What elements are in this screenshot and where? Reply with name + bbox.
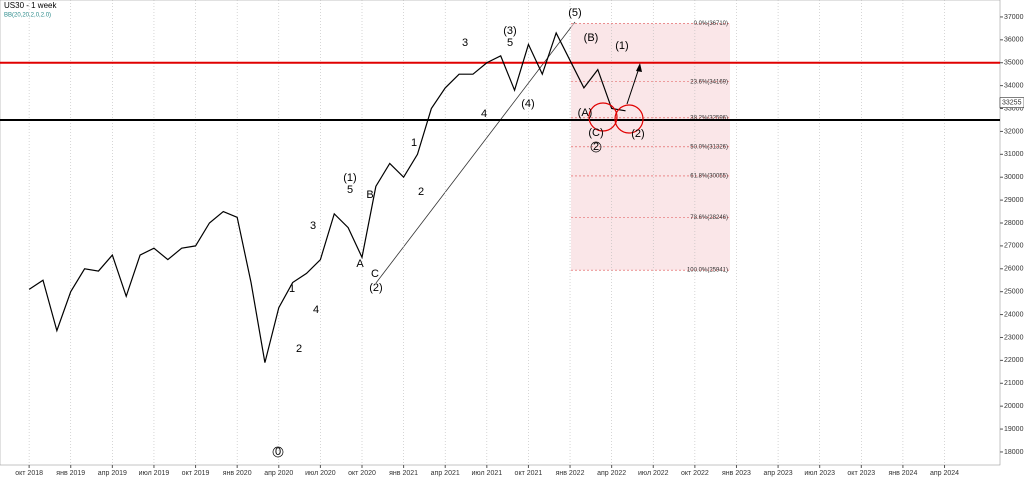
wave-label: 3 xyxy=(462,37,468,49)
x-tick-label: апр 2021 xyxy=(431,470,460,477)
y-tick-label: 22000 xyxy=(1004,357,1024,364)
wave-label: (C) xyxy=(588,127,603,139)
wave-label: (A) xyxy=(578,107,593,119)
y-tick-label: 36000 xyxy=(1004,37,1024,44)
fib-label: 23.6%(34169) xyxy=(690,79,728,85)
x-tick-label: янв 2020 xyxy=(223,470,252,477)
x-tick-label: апр 2020 xyxy=(264,470,293,477)
arrow-head xyxy=(636,63,642,72)
wave-label: B xyxy=(366,189,373,201)
chart-title: US30 - 1 week xyxy=(4,1,57,10)
x-tick-label: июл 2022 xyxy=(638,470,669,477)
x-tick-label: окт 2021 xyxy=(515,470,543,477)
price-tag xyxy=(999,97,1024,108)
x-tick-label: апр 2023 xyxy=(764,470,793,477)
y-tick-label: 20000 xyxy=(1004,403,1024,410)
annotation-ring xyxy=(590,141,602,153)
price-line xyxy=(28,31,626,363)
fib-label: 100.0%(25941) xyxy=(687,268,728,274)
arrow xyxy=(626,67,640,105)
highlight-circle xyxy=(588,102,618,132)
y-tick-label: 35000 xyxy=(1004,60,1024,67)
y-tick-label: 29000 xyxy=(1004,197,1024,204)
x-tick-label: апр 2022 xyxy=(597,470,626,477)
wave-label: 0 xyxy=(275,446,281,458)
plot-area xyxy=(0,0,1001,466)
y-tick-label: 28000 xyxy=(1004,220,1024,227)
wave-label: (1) xyxy=(615,40,628,52)
wave-label: 2 xyxy=(418,186,424,198)
fib-label: 50.0%(31326) xyxy=(690,144,728,150)
wave-label: (B) xyxy=(584,32,599,44)
x-tick-label: июл 2023 xyxy=(804,470,835,477)
y-tick-label: 34000 xyxy=(1004,82,1024,89)
y-tick-label: 23000 xyxy=(1004,334,1024,341)
fib-label: 38.2%(32596) xyxy=(690,115,728,121)
x-tick-label: янв 2023 xyxy=(722,470,751,477)
x-tick-label: окт 2018 xyxy=(15,470,43,477)
wave-label: (2) xyxy=(631,128,644,140)
x-tick-label: апр 2019 xyxy=(98,470,127,477)
wave-label: 2 xyxy=(593,141,599,153)
wave-label: (1) xyxy=(343,172,356,184)
x-tick-label: янв 2022 xyxy=(556,470,585,477)
wave-label: (4) xyxy=(521,98,534,110)
wave-label: A xyxy=(356,258,364,270)
wave-label: 2 xyxy=(296,343,302,355)
y-tick-label: 32000 xyxy=(1004,128,1024,135)
price-tag-label: 33255 xyxy=(1002,100,1022,107)
y-tick-label: 25000 xyxy=(1004,289,1024,296)
y-tick-label: 27000 xyxy=(1004,243,1024,250)
y-tick-label: 18000 xyxy=(1004,449,1024,456)
wave-label: 1 xyxy=(411,137,417,149)
wave-label: 5 xyxy=(507,37,513,49)
wave-label: C xyxy=(371,268,379,280)
x-tick-label: янв 2019 xyxy=(56,470,85,477)
wave-label: 5 xyxy=(347,184,353,196)
indicator-label: BB(20,20,2,0,2.0) xyxy=(4,13,51,19)
x-tick-label: янв 2024 xyxy=(888,470,917,477)
y-tick-label: 26000 xyxy=(1004,266,1024,273)
x-tick-label: янв 2021 xyxy=(389,470,418,477)
x-tick-label: окт 2022 xyxy=(681,470,709,477)
y-tick-label: 37000 xyxy=(1004,14,1024,21)
y-tick-label: 33000 xyxy=(1004,105,1024,112)
annotation-ring xyxy=(272,446,284,458)
highlight-circle xyxy=(614,104,644,134)
y-tick-label: 24000 xyxy=(1004,311,1024,318)
wave-label: 4 xyxy=(481,108,487,120)
fib-label: 61.8%(30055) xyxy=(690,174,728,180)
y-tick-label: 30000 xyxy=(1004,174,1024,181)
wave-label: 3 xyxy=(310,220,316,232)
y-tick-label: 21000 xyxy=(1004,380,1024,387)
x-tick-label: июл 2019 xyxy=(139,470,170,477)
wave-label: (5) xyxy=(568,7,581,19)
fib-label: 0.0%(36710) xyxy=(694,21,728,27)
wave-label: (2) xyxy=(369,282,382,294)
wave-label: (3) xyxy=(503,25,516,37)
y-tick-label: 31000 xyxy=(1004,151,1024,158)
fib-label: 78.6%(28246) xyxy=(690,215,728,221)
x-tick-label: июл 2020 xyxy=(305,470,336,477)
wave-label: 4 xyxy=(313,304,319,316)
x-tick-label: июл 2021 xyxy=(472,470,503,477)
x-tick-label: окт 2020 xyxy=(348,470,376,477)
y-tick-label: 19000 xyxy=(1004,426,1024,433)
x-tick-label: апр 2024 xyxy=(930,470,959,477)
x-tick-label: окт 2023 xyxy=(847,470,875,477)
trend-line xyxy=(375,21,576,284)
wave-label: 1 xyxy=(289,283,295,295)
x-tick-label: окт 2019 xyxy=(182,470,210,477)
